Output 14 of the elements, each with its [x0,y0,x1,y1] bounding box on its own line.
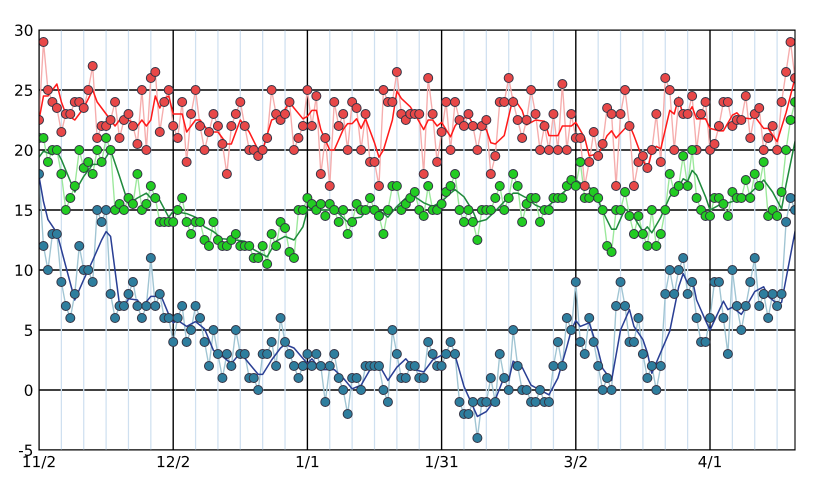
y-tick-label: 15 [16,204,32,216]
x-tick-label: 11/2 [24,456,55,469]
x-tick-label: 4/1 [698,456,721,469]
y-tick-label: 10 [16,264,32,276]
x-tick-label: 1/1 [296,456,318,469]
y-tick-label: 30 [15,24,32,36]
y-tick-label: 0 [24,384,32,396]
x-tick-label: 3/2 [564,456,587,469]
y-tick-label: -5 [18,444,32,456]
x-tick-label: 1/31 [426,456,458,469]
y-tick-label: 25 [15,84,32,96]
x-tick-label: 12/2 [158,456,189,469]
y-tick-label: 20 [15,144,32,156]
y-tick-label: 5 [24,324,32,336]
